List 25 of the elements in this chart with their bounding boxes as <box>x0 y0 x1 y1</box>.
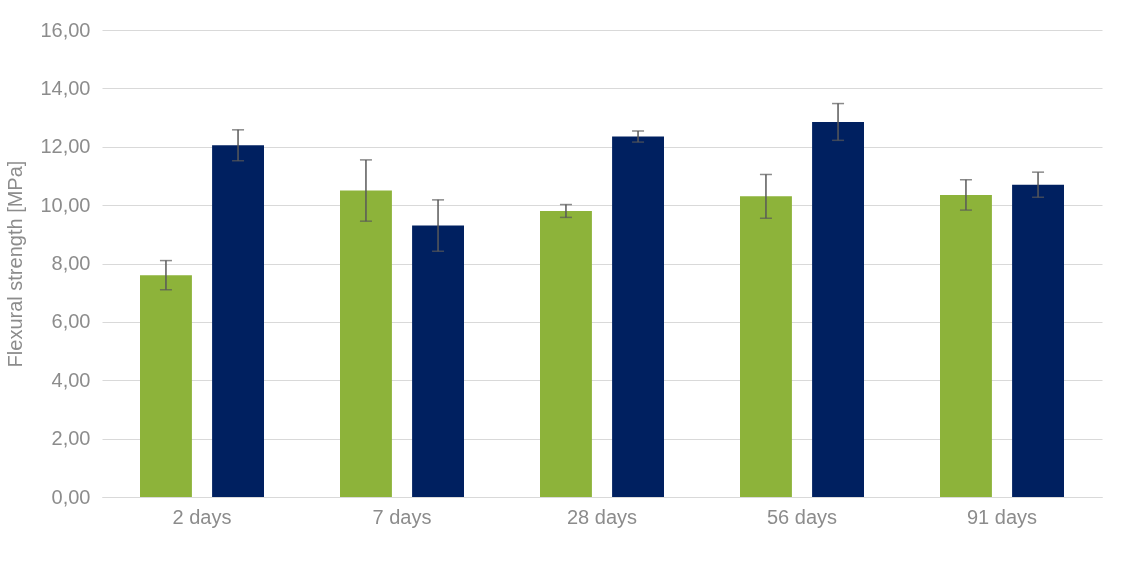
bar <box>612 136 664 497</box>
y-tick-label: 14,00 <box>40 76 91 99</box>
bar <box>540 210 592 497</box>
bar <box>812 121 864 497</box>
y-tick-label: 10,00 <box>40 193 91 216</box>
x-tick-label: 2 days <box>172 505 232 528</box>
y-tick-label: 8,00 <box>51 252 91 274</box>
y-tick-label: 2,00 <box>51 427 91 450</box>
y-tick-label: 6,00 <box>51 310 91 333</box>
y-axis-title: Flexural strength [MPa] <box>4 160 27 368</box>
x-tick-label: 91 days <box>966 505 1038 528</box>
x-tick-label: 7 days <box>372 505 432 528</box>
bar <box>140 275 192 497</box>
bar <box>940 194 992 497</box>
y-tick-label: 16,00 <box>40 18 91 41</box>
bar <box>740 196 792 497</box>
y-tick-label: 0,00 <box>51 485 91 508</box>
bar <box>412 225 464 497</box>
bar <box>1012 184 1064 497</box>
y-tick-label: 12,00 <box>40 135 91 158</box>
y-tick-label: 4,00 <box>51 368 91 391</box>
bar <box>212 145 264 497</box>
x-tick-label: 28 days <box>566 505 638 528</box>
x-tick-label: 56 days <box>766 505 838 528</box>
bar <box>340 190 392 497</box>
